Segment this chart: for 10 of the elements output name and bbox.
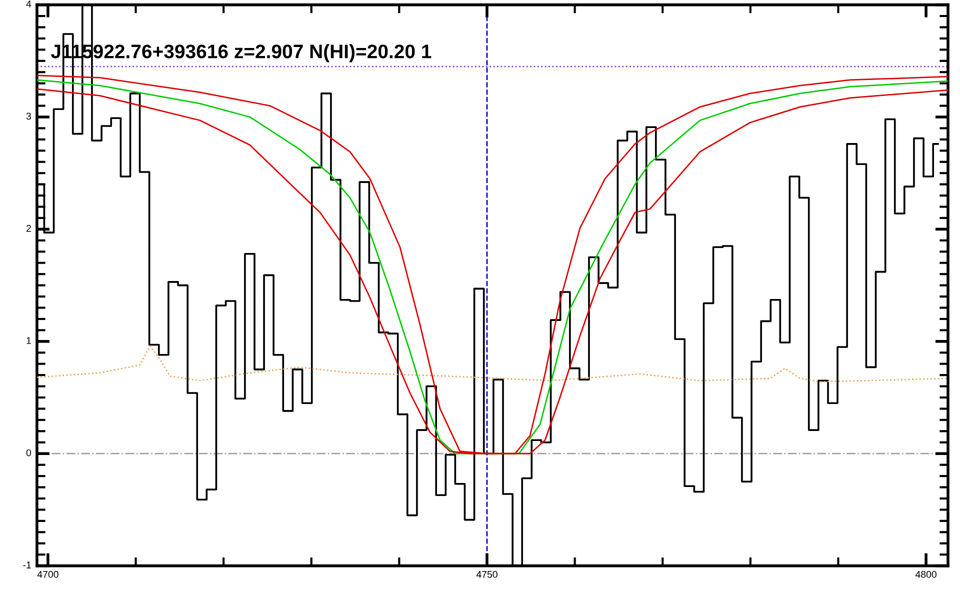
y-tick-label: 3	[26, 112, 31, 120]
x-tick-label: 4750	[476, 570, 498, 578]
line-series	[36, 345, 948, 382]
y-tick-label: 4	[26, 0, 32, 8]
y-tick-label: -1	[23, 562, 31, 568]
y-tick-label: 2	[26, 224, 31, 232]
y-tick-label: 0	[26, 449, 32, 456]
y-tick-label: 1	[26, 337, 31, 344]
x-tick-label: 4700	[37, 570, 58, 578]
x-tick-label: 4800	[915, 570, 936, 578]
